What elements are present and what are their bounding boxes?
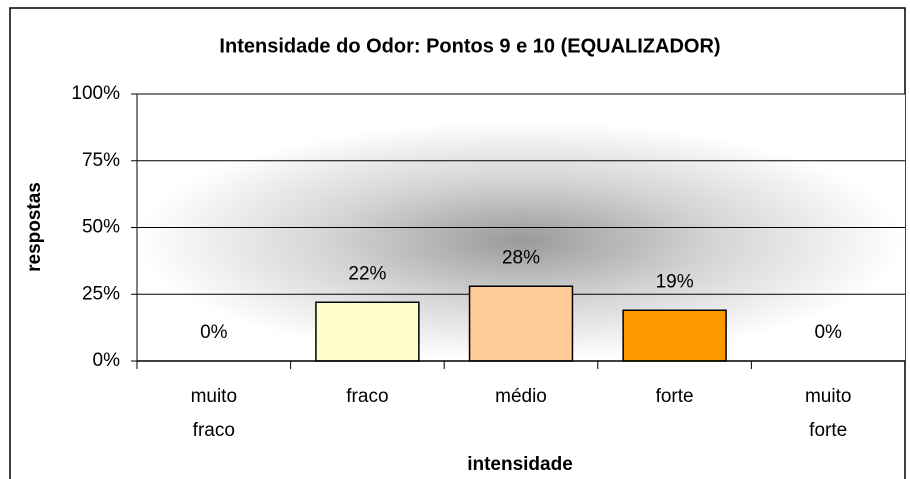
bar — [622, 309, 727, 362]
x-tick-label: muito forte — [805, 386, 851, 441]
data-label: 28% — [502, 247, 540, 268]
x-tick-label: médio — [495, 386, 547, 407]
y-tick-label: 100% — [71, 83, 120, 104]
data-label: 0% — [200, 322, 228, 343]
y-tick-label: 25% — [82, 283, 120, 304]
bar — [315, 301, 420, 362]
data-label: 19% — [656, 271, 694, 292]
x-tick-label: forte — [656, 386, 694, 407]
y-tick-label: 75% — [82, 150, 120, 171]
y-tick-label: 0% — [93, 350, 121, 371]
y-axis-label: respostas — [24, 182, 45, 272]
y-tick-label: 50% — [82, 217, 120, 238]
plot: 0% 25% 50% 75% 100% muito fraco 0% fraco 22% médio… — [71, 83, 906, 441]
data-label: 0% — [814, 322, 842, 343]
x-axis-label: intensidade — [467, 454, 573, 475]
bar — [468, 285, 574, 362]
chart-title: Intensidade do Odor: Pontos 9 e 10 (EQUA… — [219, 35, 720, 57]
x-tick-label: muito fraco — [191, 386, 237, 441]
x-tick-label: fraco — [346, 386, 388, 407]
data-label: 22% — [348, 263, 386, 284]
